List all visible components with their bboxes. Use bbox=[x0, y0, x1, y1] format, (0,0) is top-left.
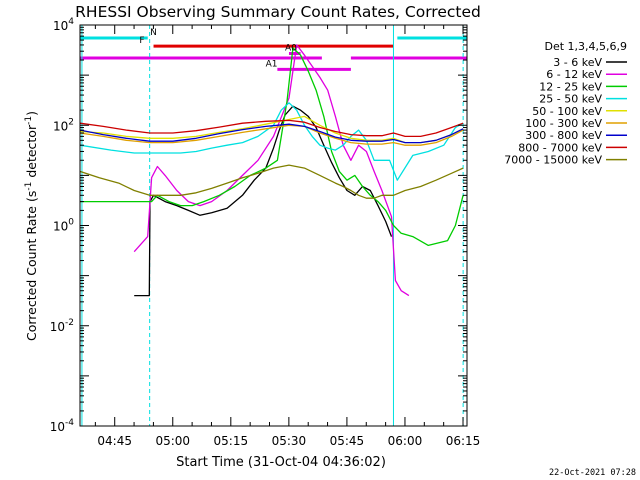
y-axis-label: Corrected Count Rate (s-1 detector-1) bbox=[24, 111, 39, 341]
y-tick-exponent: 4 bbox=[68, 17, 74, 27]
legend-entry-label: 6 - 12 keV bbox=[546, 68, 602, 81]
x-axis: 04:45 05:00 05:15 05:30 05:45 06:00 06:15 bbox=[94, 25, 481, 448]
legend-entry-label: 3 - 6 keV bbox=[553, 56, 602, 69]
y-axis-label-main: Corrected Count Rate (s bbox=[24, 191, 39, 341]
legend-entry-label: 25 - 50 keV bbox=[539, 93, 602, 106]
y-tick-exponent: 0 bbox=[68, 218, 74, 228]
series-line bbox=[80, 123, 464, 144]
status-bar-label: A1 bbox=[266, 59, 278, 69]
x-tick-label: 05:00 bbox=[155, 434, 190, 448]
y-tick-base: 10 bbox=[50, 320, 65, 334]
y-axis-label-sup1: -1 bbox=[24, 182, 34, 191]
legend-entry-label: 7000 - 15000 keV bbox=[504, 154, 602, 167]
y-axis-label-end: ) bbox=[24, 111, 39, 116]
y-tick-label: 10-2 bbox=[50, 318, 74, 334]
series-line bbox=[80, 164, 464, 199]
y-tick-base: 10 bbox=[53, 19, 68, 33]
series-lines bbox=[80, 44, 464, 297]
status-bar-label: F bbox=[139, 36, 144, 46]
y-tick-exponent: -2 bbox=[65, 318, 74, 328]
series-line bbox=[133, 44, 410, 297]
y-tick-base: 10 bbox=[53, 220, 68, 234]
y-tick-label: 10-4 bbox=[50, 418, 75, 434]
y-tick-exponent: -4 bbox=[65, 418, 74, 428]
x-tick-label: 05:45 bbox=[330, 434, 365, 448]
legend-entry-label: 800 - 7000 keV bbox=[518, 141, 602, 154]
legend-entry-label: 300 - 800 keV bbox=[525, 129, 602, 142]
y-axis-label-sup2: -1 bbox=[24, 116, 34, 125]
series-line bbox=[80, 124, 464, 146]
y-tick-base: 10 bbox=[50, 420, 65, 434]
y-tick-label: 102 bbox=[53, 117, 74, 133]
x-tick-label: 06:00 bbox=[388, 434, 423, 448]
x-tick-label: 04:45 bbox=[97, 434, 132, 448]
x-tick-label: 05:15 bbox=[214, 434, 249, 448]
status-bar-label: N bbox=[150, 28, 157, 38]
y-tick-exponent: 2 bbox=[68, 117, 74, 127]
x-tick-label: 06:15 bbox=[446, 434, 481, 448]
y-tick-base: 10 bbox=[53, 119, 68, 133]
y-tick-label: 104 bbox=[53, 17, 74, 33]
status-bar-label: A0 bbox=[285, 44, 297, 54]
y-tick-label: 100 bbox=[53, 218, 74, 234]
plot-frame bbox=[79, 24, 468, 427]
vertical-markers bbox=[81, 25, 464, 426]
legend-entry-label: 100 - 300 keV bbox=[525, 117, 602, 130]
x-tick-label: 05:30 bbox=[272, 434, 307, 448]
chart-title: RHESSI Observing Summary Count Rates, Co… bbox=[75, 3, 481, 21]
y-axis-label-mid: detector bbox=[24, 124, 39, 182]
series-line bbox=[80, 102, 464, 181]
legend-entry-label: 50 - 100 keV bbox=[532, 105, 602, 118]
series-line bbox=[80, 47, 464, 247]
date-stamp: 22-Oct-2021 07:28 bbox=[549, 468, 636, 478]
legend-entry-label: 12 - 25 keV bbox=[539, 80, 602, 93]
series-line bbox=[80, 119, 464, 138]
legend-title: Det 1,3,4,5,6,9 bbox=[544, 40, 627, 53]
x-axis-label: Start Time (31-Oct-04 04:36:02) bbox=[176, 455, 386, 470]
